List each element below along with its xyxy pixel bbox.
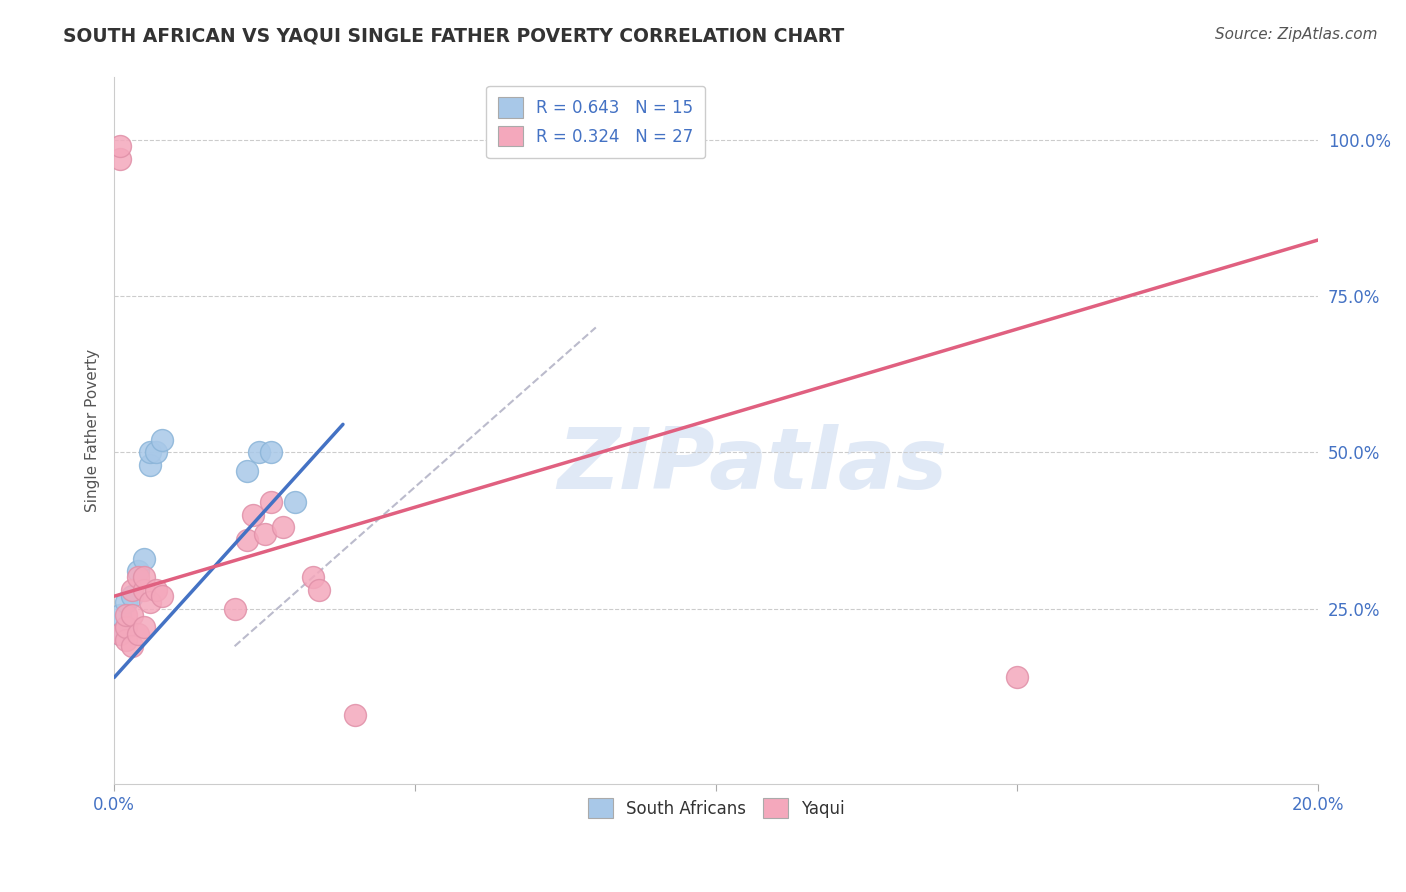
Point bbox=[150, 589, 173, 603]
Point bbox=[253, 526, 276, 541]
Point bbox=[247, 445, 270, 459]
Point bbox=[260, 495, 283, 509]
Point bbox=[127, 570, 149, 584]
Point bbox=[271, 520, 294, 534]
Point bbox=[242, 508, 264, 522]
Point bbox=[145, 582, 167, 597]
Text: SOUTH AFRICAN VS YAQUI SINGLE FATHER POVERTY CORRELATION CHART: SOUTH AFRICAN VS YAQUI SINGLE FATHER POV… bbox=[63, 27, 845, 45]
Point bbox=[150, 433, 173, 447]
Point bbox=[127, 626, 149, 640]
Text: Source: ZipAtlas.com: Source: ZipAtlas.com bbox=[1215, 27, 1378, 42]
Point bbox=[115, 607, 138, 622]
Point bbox=[108, 626, 131, 640]
Point bbox=[108, 626, 131, 640]
Point bbox=[224, 601, 246, 615]
Point bbox=[284, 495, 307, 509]
Point bbox=[1007, 671, 1029, 685]
Point bbox=[308, 582, 330, 597]
Point bbox=[121, 582, 143, 597]
Point bbox=[139, 458, 162, 472]
Point bbox=[134, 570, 156, 584]
Point bbox=[260, 445, 283, 459]
Text: ZIPatlas: ZIPatlas bbox=[557, 425, 948, 508]
Point bbox=[235, 464, 257, 478]
Point bbox=[115, 595, 138, 609]
Point bbox=[302, 570, 325, 584]
Point bbox=[134, 551, 156, 566]
Point bbox=[121, 639, 143, 653]
Point bbox=[127, 564, 149, 578]
Point bbox=[108, 139, 131, 153]
Point bbox=[121, 589, 143, 603]
Point bbox=[235, 533, 257, 547]
Y-axis label: Single Father Poverty: Single Father Poverty bbox=[86, 349, 100, 512]
Point bbox=[134, 582, 156, 597]
Point bbox=[108, 607, 131, 622]
Legend: South Africans, Yaqui: South Africans, Yaqui bbox=[581, 791, 852, 825]
Point bbox=[115, 632, 138, 647]
Point bbox=[139, 595, 162, 609]
Point bbox=[115, 620, 138, 634]
Point bbox=[115, 620, 138, 634]
Point bbox=[343, 708, 366, 723]
Point bbox=[134, 620, 156, 634]
Point bbox=[121, 607, 143, 622]
Point bbox=[139, 445, 162, 459]
Point bbox=[108, 152, 131, 166]
Point bbox=[145, 445, 167, 459]
